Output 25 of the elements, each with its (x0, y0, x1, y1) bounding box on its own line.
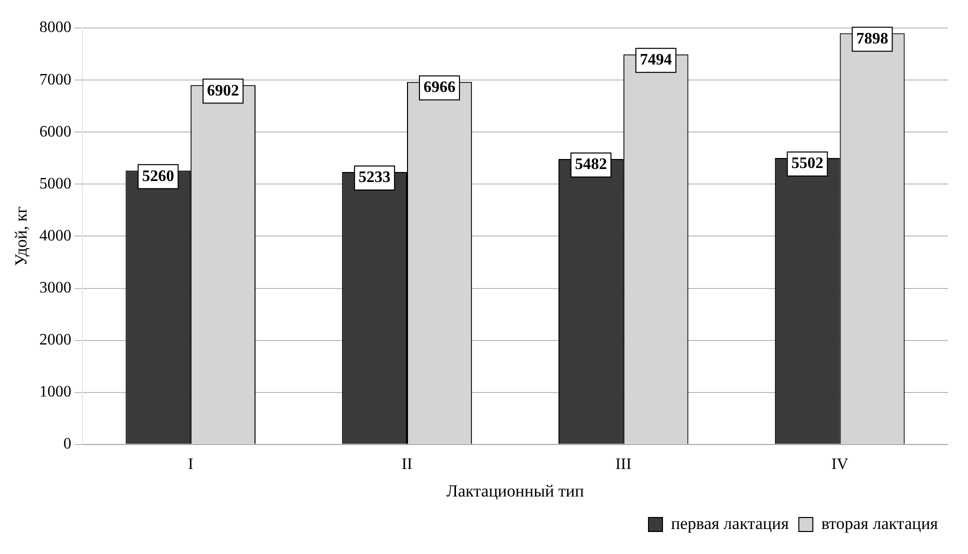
y-tick-label: 7000 (39, 71, 72, 88)
y-axis-title: Удой, кг (12, 206, 31, 266)
x-axis-title: Лактационный тип (446, 481, 584, 500)
data-label: 5233 (358, 169, 391, 186)
legend-label: вторая лактация (821, 514, 938, 533)
data-label: 7898 (856, 30, 888, 48)
legend-label: первая лактация (670, 514, 789, 533)
y-tick-label: 3000 (39, 279, 72, 296)
y-tick-label: 2000 (39, 332, 72, 349)
x-tick-label: I (188, 456, 194, 474)
y-tick-label: 1000 (39, 384, 72, 401)
data-label: 7494 (640, 51, 672, 68)
data-label: 6902 (207, 82, 240, 100)
data-label: 5482 (574, 156, 607, 174)
data-label: 6966 (423, 78, 456, 96)
y-tick-label: 8000 (39, 19, 72, 36)
data-label: 5502 (791, 155, 824, 172)
y-tick-label: 6000 (39, 123, 72, 140)
x-tick-label: II (402, 456, 412, 474)
y-tick-label: 0 (63, 436, 72, 453)
y-tick-label: 4000 (39, 227, 72, 244)
y-tick-label: 5000 (39, 175, 72, 192)
x-tick-label: IV (831, 456, 849, 474)
x-tick-label: III (615, 456, 632, 474)
data-label: 5260 (142, 168, 174, 185)
